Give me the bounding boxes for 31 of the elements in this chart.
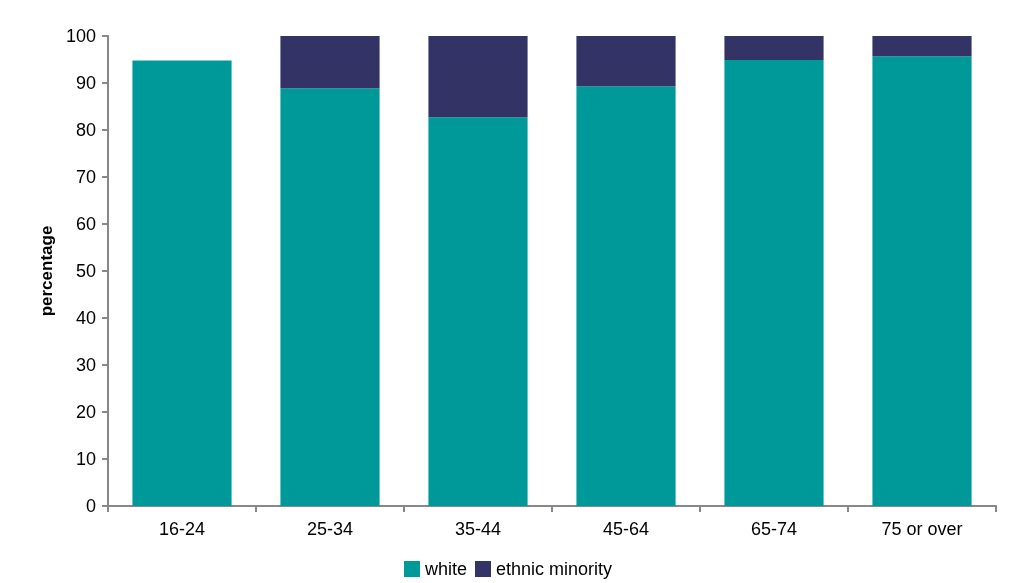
bar: [576, 36, 676, 87]
bar: [280, 36, 380, 89]
bar: [872, 56, 972, 506]
x-tick-label: 25-34: [306, 519, 354, 539]
x-tick-label: 35-44: [454, 519, 502, 539]
x-tick-label: 45-64: [602, 519, 650, 539]
y-tick-label: 80: [75, 120, 96, 140]
y-tick-label: 10: [75, 449, 96, 469]
bar: [132, 60, 232, 506]
bar: [724, 59, 824, 506]
bar: [872, 36, 972, 57]
y-tick-label: 20: [75, 402, 96, 422]
y-tick-label: 30: [75, 355, 96, 375]
y-tick-label: 70: [75, 167, 96, 187]
y-axis-title: percentage: [37, 225, 57, 317]
x-tick-label: 75 or over: [881, 519, 963, 539]
bar: [428, 36, 528, 118]
x-tick-label: 65-74: [750, 519, 798, 539]
y-tick-label: 0: [85, 496, 96, 516]
x-tick-label: 16-24: [158, 519, 206, 539]
y-tick-label: 90: [75, 73, 96, 93]
y-tick-label: 100: [65, 26, 96, 46]
bar: [724, 36, 824, 60]
y-tick-label: 60: [75, 214, 96, 234]
bar: [280, 88, 380, 506]
bar: [576, 86, 676, 506]
legend-label: white: [423, 559, 467, 579]
y-tick-label: 40: [75, 308, 96, 328]
legend-label: ethnic minority: [495, 559, 613, 579]
y-tick-label: 50: [75, 261, 96, 281]
bar: [428, 117, 528, 506]
